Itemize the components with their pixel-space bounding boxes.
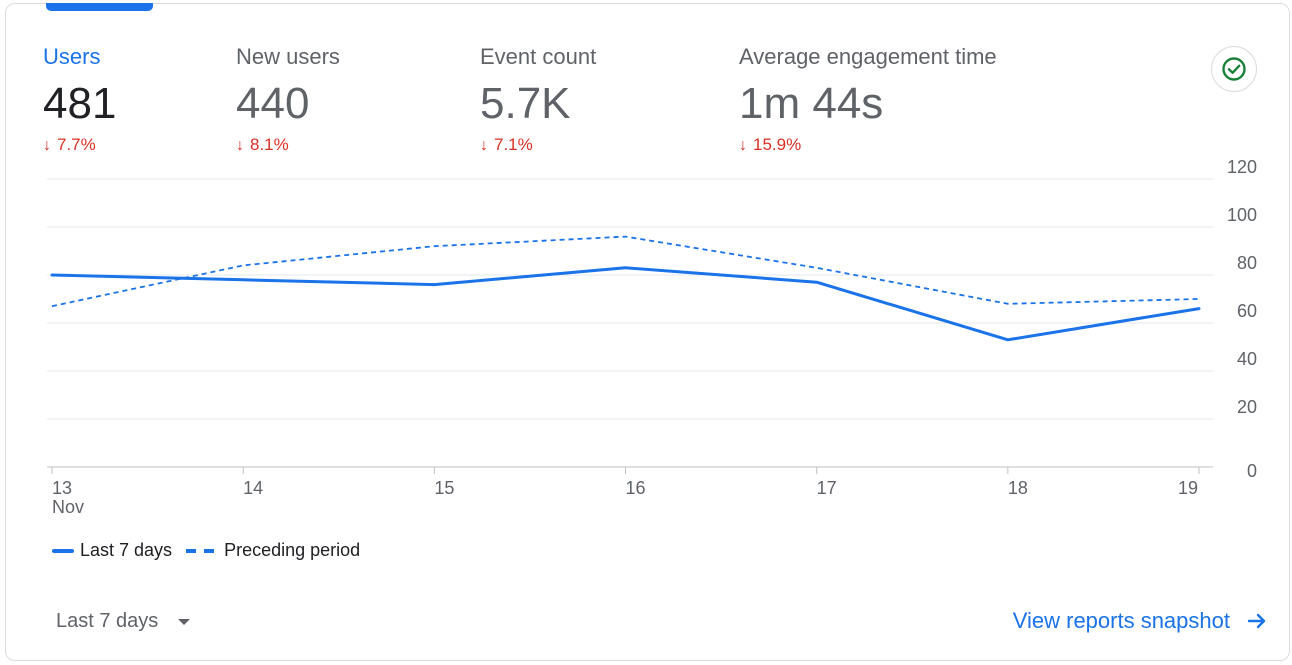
arrow-right-icon: [1247, 613, 1266, 629]
arrow-down-icon: ↓: [43, 137, 51, 154]
snapshot-link-label: View reports snapshot: [1012, 608, 1230, 633]
data-quality-status-button[interactable]: [1211, 46, 1257, 92]
change-percent: 7.7%: [57, 135, 96, 154]
metric-tab-event-count[interactable]: Event count 5.7K ↓ 7.1%: [480, 44, 596, 157]
dashed-line-swatch: [186, 548, 215, 553]
change-percent: 7.1%: [494, 135, 533, 154]
y-tick-label: 20: [1237, 397, 1257, 417]
legend-label: Last 7 days: [80, 540, 173, 560]
metric-tab-average-engagement-time[interactable]: Average engagement time 1m 44s ↓ 15.9%: [739, 44, 997, 157]
arrow-down-icon: ↓: [480, 137, 488, 154]
legend-item-last-7-days: Last 7 days: [52, 540, 172, 561]
x-tick-label: 15: [434, 478, 454, 498]
metric-change: ↓ 7.1%: [480, 134, 596, 157]
overview-card: [5, 3, 1290, 661]
legend-label: Preceding period: [224, 540, 361, 560]
x-tick-label: 14: [243, 478, 263, 498]
metric-change: ↓ 7.7%: [43, 134, 116, 157]
x-tick-label: 18: [1008, 478, 1028, 498]
chart-legend: Last 7 days Preceding period: [52, 540, 374, 561]
metric-change: ↓ 15.9%: [739, 134, 997, 157]
metric-label: Users: [43, 44, 101, 69]
metric-value: 440: [236, 79, 310, 128]
arrow-down-icon: ↓: [739, 137, 747, 154]
metric-tab-new-users[interactable]: New users 440 ↓ 8.1%: [236, 44, 340, 157]
x-tick-label: 16: [626, 478, 646, 498]
caret-down-icon: [178, 618, 191, 625]
x-tick-sublabel: Nov: [52, 497, 84, 517]
check-circle-icon: [1222, 57, 1246, 81]
y-tick-label: 120: [1227, 157, 1257, 177]
y-tick-label: 80: [1237, 253, 1257, 273]
metric-value: 1m 44s: [739, 79, 884, 128]
view-reports-snapshot-link[interactable]: View reports snapshot: [1013, 608, 1268, 634]
metric-value: 5.7K: [480, 79, 571, 128]
x-tick-label: 13: [52, 478, 72, 498]
series-line-last-7-days: [50, 266, 1201, 342]
y-tick-label: 60: [1237, 301, 1257, 321]
y-tick-label: 100: [1227, 205, 1257, 225]
solid-line-swatch: [52, 548, 74, 553]
metric-label: Average engagement time: [739, 44, 997, 69]
y-tick-label: 40: [1237, 349, 1257, 369]
metric-change: ↓ 8.1%: [236, 134, 340, 157]
arrow-down-icon: ↓: [236, 137, 244, 154]
change-percent: 8.1%: [250, 135, 289, 154]
metric-value: 481: [43, 79, 117, 128]
x-tick-label: 17: [817, 478, 837, 498]
metric-label: New users: [236, 44, 340, 69]
x-tick-label: 19: [1178, 478, 1198, 498]
date-range-label: Last 7 days: [56, 610, 159, 632]
series-line-preceding-period: [51, 235, 1200, 308]
metric-label: Event count: [480, 44, 597, 69]
metric-tab-users[interactable]: Users 481 ↓ 7.7%: [43, 44, 116, 157]
y-tick-label: 0: [1247, 461, 1257, 481]
active-metric-indicator: [46, 3, 153, 11]
legend-item-preceding-period: Preceding period: [186, 540, 360, 561]
date-range-dropdown[interactable]: Last 7 days: [56, 610, 191, 633]
change-percent: 15.9%: [753, 135, 802, 154]
